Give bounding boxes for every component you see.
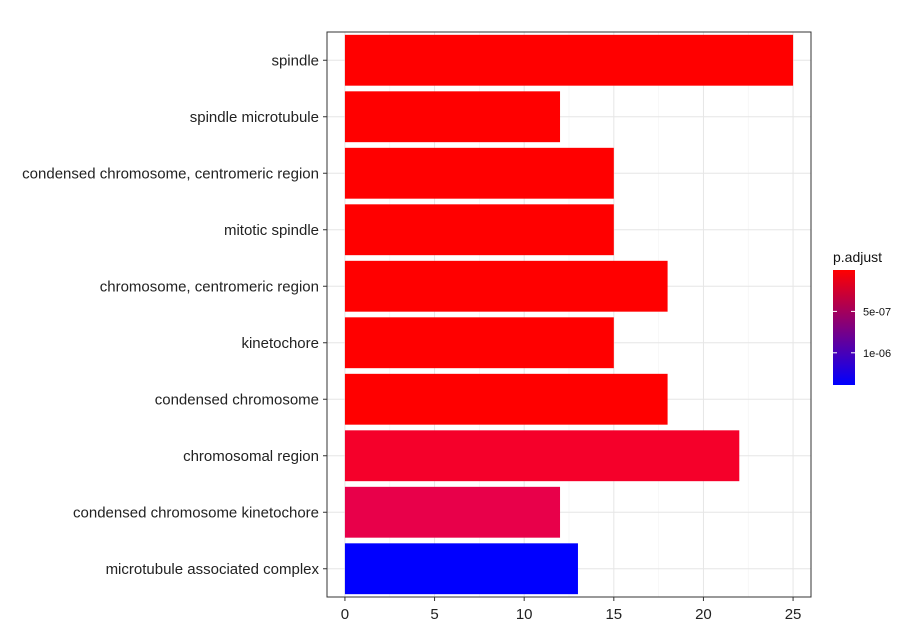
bar — [344, 91, 561, 143]
y-tick-label: mitotic spindle — [224, 222, 319, 239]
y-tick-label: microtubule associated complex — [106, 561, 320, 578]
legend-label: 5e-07 — [863, 306, 891, 318]
bar — [344, 147, 614, 199]
legend-colorbar — [833, 270, 855, 385]
bar — [344, 204, 614, 256]
y-axis: spindle spindle microtubule condensed chro… — [22, 52, 327, 578]
x-tick-label: 25 — [785, 606, 802, 623]
legend: p.adjust 5e-07 1e-06 — [833, 249, 891, 385]
panel-border — [326, 31, 812, 598]
x-tick-label: 0 — [341, 606, 349, 623]
bar — [344, 34, 794, 86]
y-tick-label: spindle — [271, 52, 319, 69]
bar — [344, 373, 668, 425]
y-tick-label: chromosomal region — [183, 448, 319, 465]
bar — [344, 430, 740, 482]
bar — [344, 260, 668, 312]
x-tick-label: 15 — [605, 606, 622, 623]
bar — [344, 486, 561, 538]
bar — [344, 543, 578, 595]
y-tick-label: condensed chromosome, centromeric region — [22, 165, 319, 182]
x-tick-label: 20 — [695, 606, 712, 623]
bars — [344, 34, 794, 595]
y-tick-label: kinetochore — [241, 335, 319, 352]
x-tick-label: 10 — [516, 606, 533, 623]
x-axis: 0 5 10 15 20 25 — [341, 597, 802, 623]
legend-label: 1e-06 — [863, 348, 891, 360]
y-tick-label: chromosome, centromeric region — [100, 278, 319, 295]
legend-title: p.adjust — [833, 249, 882, 265]
y-tick-label: spindle microtubule — [190, 109, 319, 126]
x-tick-label: 5 — [430, 606, 438, 623]
bar — [344, 317, 614, 369]
y-tick-label: condensed chromosome kinetochore — [73, 504, 319, 521]
y-tick-label: condensed chromosome — [155, 391, 319, 408]
